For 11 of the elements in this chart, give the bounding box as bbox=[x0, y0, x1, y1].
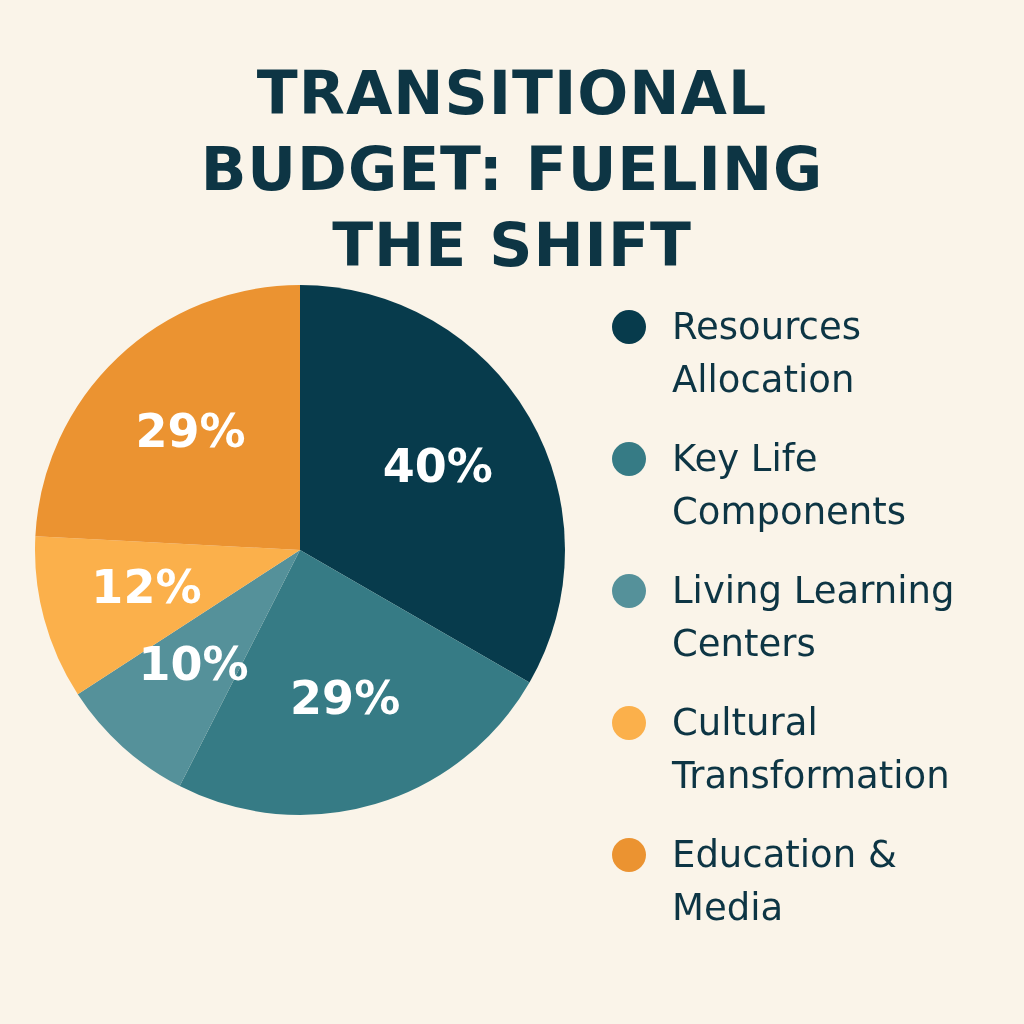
data-label: 29% bbox=[290, 671, 401, 726]
data-label: 40% bbox=[382, 439, 493, 494]
legend-label: Key Life Components bbox=[672, 436, 908, 535]
legend-label: Living Learning Centers bbox=[672, 568, 956, 667]
data-label: 12% bbox=[91, 560, 202, 615]
chart-title: TRANSITIONAL BUDGET: FUELING THE SHIFT bbox=[199, 57, 825, 282]
legend-label: Cultural Transformation bbox=[672, 700, 951, 799]
legend-label: Resources Allocation bbox=[672, 304, 862, 403]
legend-label: Education & Media bbox=[672, 832, 898, 931]
data-label: 29% bbox=[135, 403, 246, 458]
data-label: 10% bbox=[138, 637, 249, 692]
